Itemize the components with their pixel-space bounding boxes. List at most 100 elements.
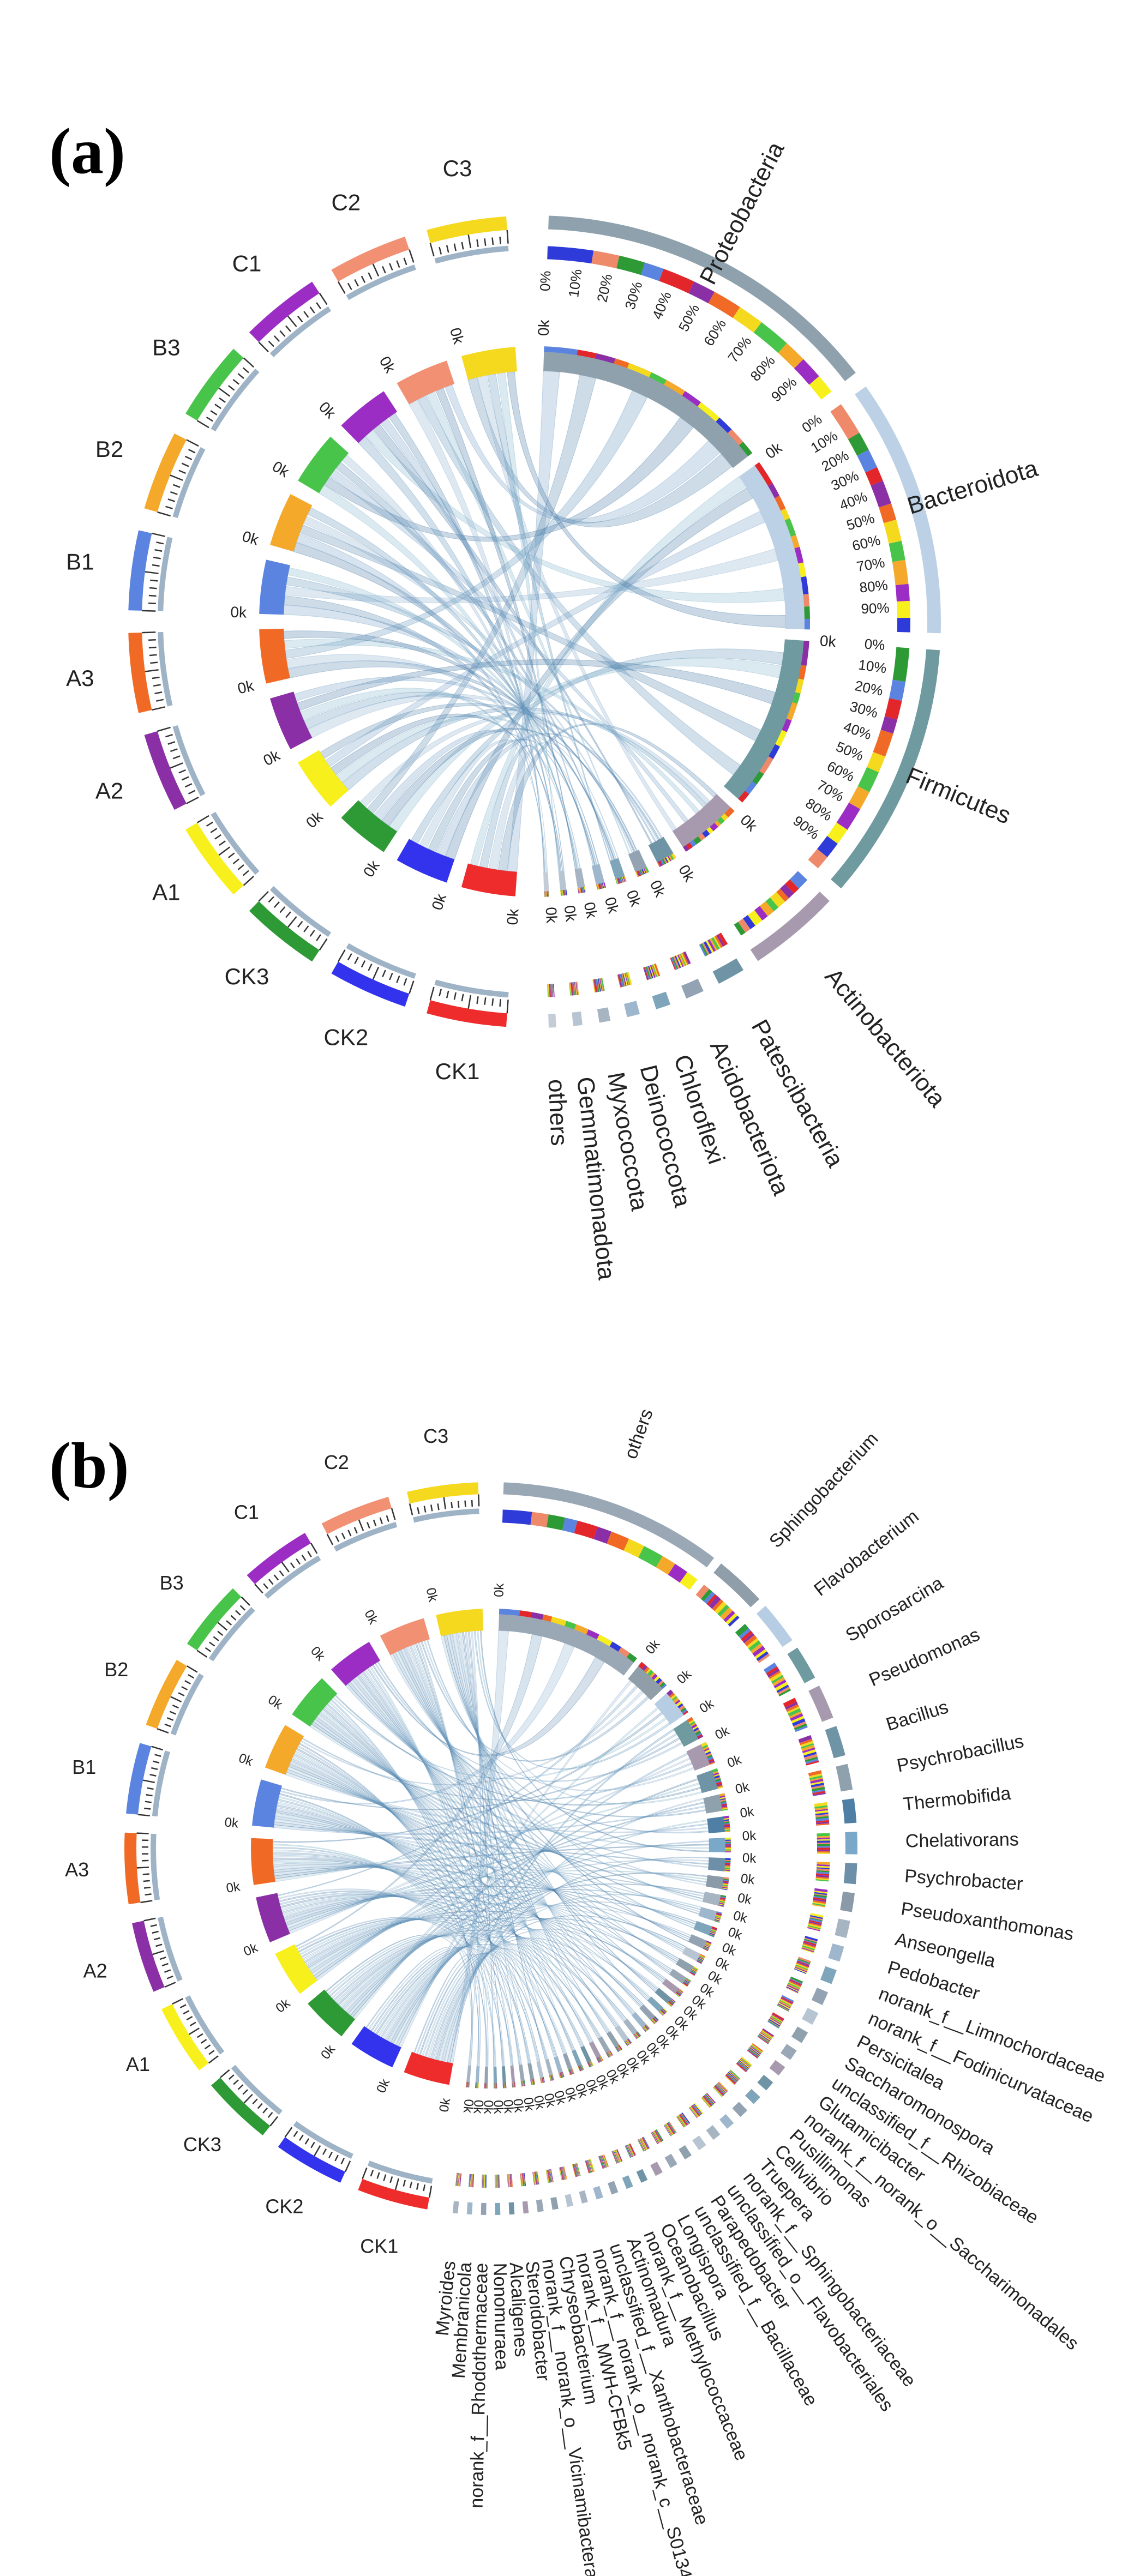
inner-composition-segment	[698, 1957, 704, 1961]
composition-segment	[647, 966, 652, 979]
inner-composition-segment	[670, 1998, 676, 2003]
inner-composition-segment	[588, 2061, 591, 2067]
taxon-outer-arc	[831, 649, 940, 889]
axis-tick	[237, 373, 244, 379]
composition-segment	[562, 2166, 566, 2180]
inner-composition-segment	[681, 1709, 688, 1714]
inner-composition-segment	[719, 1899, 725, 1901]
sample-inner-arc	[252, 1779, 282, 1828]
inner-composition-segment	[599, 2056, 602, 2062]
inner-composition-segment	[716, 1911, 722, 1915]
axis-tick	[309, 306, 315, 314]
axis-tick	[184, 455, 193, 460]
sample-label: C2	[324, 1451, 349, 1473]
composition-segment	[497, 2174, 499, 2188]
chord-ribbon	[273, 1864, 672, 1972]
inner-composition-segment	[494, 2083, 495, 2089]
inner-composition-segment	[496, 2083, 497, 2089]
zero-tick-label: 0k	[581, 901, 601, 920]
inner-composition-segment	[540, 2078, 542, 2084]
axis-tick	[394, 2178, 400, 2190]
composition-segment	[811, 1786, 825, 1792]
axis-tick	[284, 2127, 293, 2138]
inner-composition-segment	[739, 442, 753, 456]
axis-tick	[153, 1937, 161, 1941]
composition-segment	[802, 1944, 815, 1949]
zero-tick-label: 0k	[225, 1879, 242, 1896]
composition-segment	[571, 982, 573, 996]
composition-segment	[637, 2139, 644, 2152]
composition-segment	[459, 2173, 461, 2187]
inner-composition-segment	[531, 2079, 533, 2085]
chord-ribbon	[283, 1894, 658, 1990]
composition-segment	[777, 2004, 789, 2011]
inner-composition-segment	[710, 1929, 716, 1933]
axis-tick	[319, 292, 328, 305]
sample-label: C1	[234, 1501, 259, 1524]
inner-composition-segment	[669, 2000, 674, 2005]
chord-ribbon	[329, 469, 689, 823]
inner-composition-segment	[719, 1900, 725, 1903]
taxon-outer-arc	[692, 2135, 706, 2151]
inner-composition-segment	[676, 1992, 681, 1996]
composition-segment	[811, 1783, 824, 1787]
inner-composition-segment	[705, 1944, 710, 1947]
axis-tick	[149, 1773, 157, 1777]
axis-tick	[179, 2004, 187, 2008]
composition-segment	[720, 1607, 733, 1620]
inner-composition-segment	[587, 2062, 590, 2068]
chord-ribbon	[497, 723, 717, 871]
axis-tick	[506, 230, 509, 244]
taxon-outer-arc	[769, 2060, 785, 2076]
panel-label: (a)	[49, 115, 125, 188]
inner-composition-segment	[795, 678, 804, 694]
inner-composition-segment	[711, 1929, 717, 1932]
inner-composition-segment	[723, 1877, 729, 1880]
inner-composition-segment	[801, 576, 809, 595]
inner-composition-segment	[717, 1785, 723, 1788]
composition-segment	[768, 2019, 781, 2027]
composition-segment	[733, 307, 762, 333]
composition-segment	[811, 1785, 825, 1790]
composition-segment	[871, 480, 891, 508]
taxon-outer-arc	[801, 2007, 819, 2025]
inner-composition-segment	[725, 1840, 731, 1843]
inner-composition-segment	[653, 2018, 657, 2023]
composition-segment	[814, 1891, 827, 1894]
composition-segment	[816, 1823, 830, 1826]
composition-segment	[591, 250, 620, 269]
composition-segment	[702, 2096, 712, 2107]
inner-composition-segment	[686, 1978, 691, 1983]
taxon-inner-arc	[628, 1662, 667, 1700]
composition-segment	[668, 2122, 676, 2134]
chord-ribbon	[290, 1761, 657, 1991]
inner-composition-segment	[718, 1905, 724, 1907]
sample-inner-arc	[270, 691, 313, 749]
axis-tick	[241, 1596, 250, 1606]
composition-segment	[469, 2174, 470, 2187]
composition-segment	[510, 2174, 512, 2187]
inner-composition-segment	[728, 429, 743, 446]
composition-segment	[704, 1591, 716, 1604]
composition-segment	[680, 2113, 689, 2125]
axis-tick	[310, 2141, 315, 2148]
sample-label: B3	[152, 334, 180, 360]
inner-composition-segment	[691, 1970, 697, 1973]
inner-composition-segment	[713, 1772, 719, 1776]
inner-composition-segment	[677, 1990, 682, 1994]
inner-composition-segment	[705, 1751, 711, 1755]
axis-tick	[150, 1924, 158, 1927]
composition-segment	[896, 600, 910, 618]
composition-segment	[739, 2060, 749, 2069]
composition-segment	[627, 2145, 633, 2157]
inner-composition-segment	[549, 2075, 551, 2081]
sample-bar	[170, 1673, 204, 1736]
sample-label: CK3	[183, 2133, 221, 2156]
inner-composition-segment	[568, 2069, 571, 2075]
chord-ribbon	[281, 1895, 610, 2033]
inner-composition-segment	[639, 870, 643, 876]
composition-segment	[867, 751, 885, 773]
axis-tick	[269, 2116, 279, 2127]
inner-composition-segment	[466, 2081, 467, 2087]
